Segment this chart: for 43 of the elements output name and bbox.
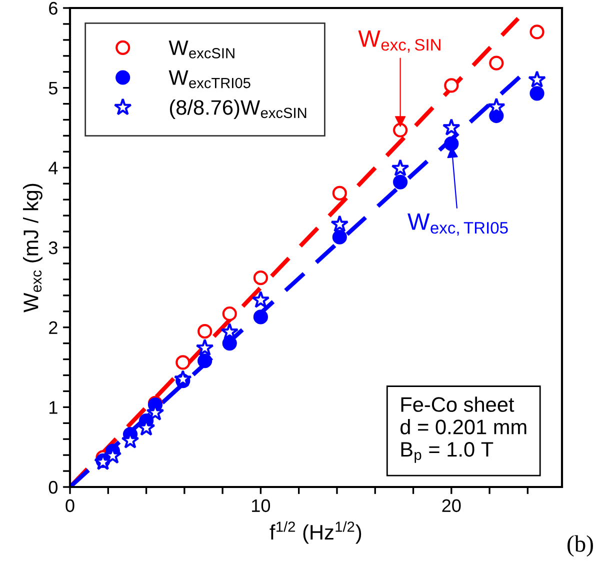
y-tick-label: 0 [48,480,58,494]
point [196,338,214,356]
point [174,370,192,388]
legend-label: (8/8.76)W$_{excSIN}$ [170,100,306,119]
point [253,310,268,324]
x-tick-label: 20 [442,499,461,512]
x-tick-label: 10 [252,499,270,512]
y-tick-label: 3 [48,241,58,254]
point [444,78,459,93]
point [530,86,544,101]
point [332,186,347,201]
point [176,355,190,370]
point [528,70,546,88]
point [198,324,212,339]
point [392,174,408,190]
y-tick-label: 5 [48,82,58,95]
y-tick-label: 2 [49,321,58,334]
y-tick-label: 6 [49,2,58,15]
point [220,322,239,340]
point [391,159,410,176]
point [392,122,408,138]
point [252,290,270,308]
legend-label: W$_{excSIN}$ [168,40,234,58]
annotation: W$_{exc,TRI05}$ [408,214,508,236]
y-tick-label: 1 [50,401,58,414]
y-axis-title: W$_{exc}$ (mJ / kg) [23,184,42,312]
x-axis-title: f$^{1/2}$ (Hz$^{1/2}$) [270,521,362,544]
point [444,136,459,152]
point [330,214,349,232]
legend-label: W$_{excTRI05}$ [168,70,250,88]
point [332,230,347,244]
text: (b) [568,535,593,557]
point [198,354,212,368]
point [489,56,504,70]
point [222,306,237,322]
annotation: Fe-Co sheet d = 0.201 mm B$_{p}$ = 1.0 T [400,396,526,463]
point [530,24,544,40]
point [253,270,268,286]
point [222,336,237,351]
point [442,118,460,136]
x-tick-label: 0 [66,499,74,512]
y-tick-label: 4 [48,162,58,174]
annotation: W$_{exc,SIN}$ [358,30,440,53]
